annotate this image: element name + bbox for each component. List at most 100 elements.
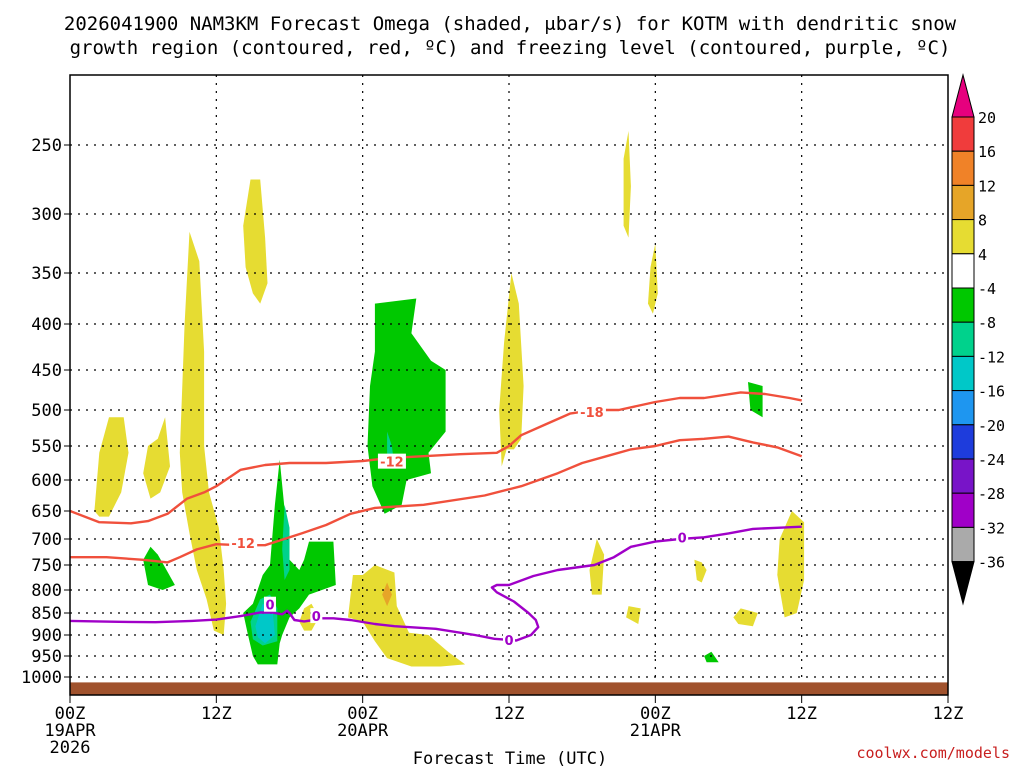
contour-line [70,525,802,642]
contour-label: -12 [231,537,255,552]
omega-region [777,511,805,618]
colorbar-bin [951,390,975,426]
colorbar-label: 20 [978,109,996,127]
contour-label: 0 [678,531,687,546]
contour-label: -18 [580,406,604,421]
chart-title-line2: growth region (contoured, red, ºC) and f… [70,37,951,59]
contour-label-bg [263,596,276,612]
colorbar-arrow-bottom [951,561,975,606]
colorbar-bin [951,321,975,357]
y-tick-label: 650 [31,502,62,522]
y-tick-label: 950 [31,647,62,667]
colorbar-bin [951,219,975,255]
colorbar-label: -16 [978,383,1005,401]
colorbar-bin [951,492,975,528]
contour-label-bg [229,535,258,551]
colorbar-label: -8 [978,314,996,332]
x-tick-label: 12Z [933,704,964,724]
y-tick-label: 800 [31,581,62,601]
contour-label: -12 [380,456,404,471]
contour-label-bg [503,632,515,648]
x-tick-date: 19APR [44,721,96,741]
omega-region [626,606,641,624]
omega-region [179,231,227,635]
contour-label: 0 [265,599,274,614]
y-tick-label: 300 [31,205,62,225]
x-tick-label: 00Z [640,704,671,724]
contour-label-bg [310,608,323,624]
colorbar-label: -24 [978,451,1005,469]
credit-text: coolwx.com/models [856,744,1010,762]
omega-region [748,382,763,418]
colorbar-bin [951,458,975,494]
x-tick-label: 12Z [201,704,232,724]
x-tick-label: 00Z [347,704,378,724]
x-tick-year: 2026 [50,738,91,758]
omega-region [143,417,170,499]
omega-region [243,179,268,304]
colorbar-label: -20 [978,417,1005,435]
contour-line [70,435,803,564]
y-tick-label: 350 [31,264,62,284]
colorbar-label: 4 [978,246,987,264]
colorbar-label: 12 [978,177,996,195]
colorbar-bin [951,287,975,323]
colorbar-label: -28 [978,485,1005,503]
colorbar-bin [951,150,975,186]
contour-label: 0 [312,610,321,625]
chart-title-line1: 2026041900 NAM3KM Forecast Omega (shaded… [64,13,957,35]
colorbar-arrow-top [951,73,975,118]
colorbar-label: 16 [978,143,996,161]
omega-region [733,608,758,627]
omega-region [648,243,658,314]
omega-region [694,559,707,583]
colorbar-label: -36 [978,554,1005,572]
omega-region [367,298,446,514]
contour-label-bg [377,453,406,469]
x-tick-date: 21APR [630,721,682,741]
y-tick-label: 900 [31,626,62,646]
y-tick-label: 550 [31,437,62,457]
y-axis-pressure: 2503003504004505005506006507007508008509… [21,136,70,688]
omega-region [143,546,175,590]
omega-region [589,539,605,595]
x-axis-label: Forecast Time (UTC) [413,749,607,768]
contour-label-bg [577,404,606,420]
omega-region [623,131,631,238]
colorbar-label: -12 [978,348,1005,366]
x-tick-label: 00Z [55,704,86,724]
y-tick-label: 400 [31,315,62,335]
ground-terrain [70,682,948,695]
colorbar-bin [951,526,975,563]
contour-label-bg [676,529,689,545]
colorbar-label: -32 [978,519,1005,537]
y-tick-label: 600 [31,471,62,491]
y-tick-label: 700 [31,530,62,550]
y-tick-label: 850 [31,604,62,624]
colorbar-label: -4 [978,280,996,298]
y-tick-label: 500 [31,401,62,421]
x-tick-date: 20APR [337,721,389,741]
y-tick-label: 1000 [21,668,62,688]
x-tick-label: 12Z [494,704,525,724]
x-tick-label: 12Z [786,704,817,724]
colorbar-bin [951,116,975,152]
omega-region [282,504,290,580]
colorbar-bin [951,253,975,289]
colorbar-bin [951,355,975,392]
colorbar: 20 16 12 8 4 -4 -8 -12 -16 -20 -24 -28 -32 -36 [951,73,1005,606]
contour-line [70,391,802,525]
colorbar-label: 8 [978,212,987,230]
colorbar-bin [951,184,975,221]
contour-label: 0 [504,634,513,649]
y-tick-label: 750 [31,556,62,576]
contour-label-layer: -18 -12 -12 0 0 0 0 [229,404,689,649]
omega-region [348,565,466,667]
omega-region [94,417,129,517]
y-tick-label: 450 [31,361,62,381]
colorbar-bin [951,424,975,460]
omega-region [704,651,719,663]
omega-region [382,582,392,607]
